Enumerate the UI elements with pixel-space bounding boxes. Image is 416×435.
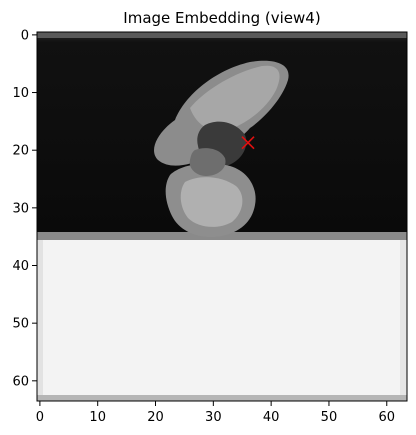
image-area <box>36 31 408 402</box>
y-tick-label: 30 <box>12 201 29 216</box>
y-tick-label: 10 <box>12 86 29 101</box>
y-tick-label: 20 <box>12 144 29 159</box>
x-axis: 0 10 20 30 40 50 60 <box>36 401 395 425</box>
y-tick-label: 60 <box>12 374 29 389</box>
x-tick-label: 20 <box>147 410 164 425</box>
marker-x-icon <box>241 136 255 150</box>
x-tick-label: 60 <box>378 410 395 425</box>
x-tick-label: 40 <box>263 410 280 425</box>
y-tick-label: 0 <box>21 28 29 43</box>
light-background <box>37 235 407 401</box>
y-tick-label: 50 <box>12 317 29 332</box>
x-tick-label: 0 <box>36 410 44 425</box>
x-tick-label: 10 <box>89 410 106 425</box>
x-tick-label: 50 <box>321 410 338 425</box>
x-tick-label: 30 <box>205 410 222 425</box>
y-axis: 0 10 20 30 40 50 60 <box>12 28 37 389</box>
subject-shape <box>154 60 289 238</box>
y-tick-label: 40 <box>12 259 29 274</box>
plot-title: Image Embedding (view4) <box>123 9 320 27</box>
